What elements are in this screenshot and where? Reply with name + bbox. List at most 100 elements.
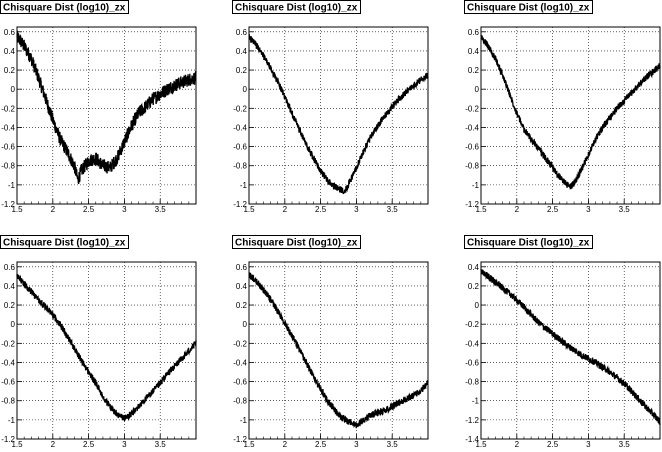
- plot-title: Chisquare Dist (log10)_zx: [467, 238, 590, 249]
- y-tick-label: 0.2: [468, 282, 480, 291]
- plot-title-box: [232, 235, 361, 249]
- y-tick-label: -1.2: [1, 435, 15, 444]
- y-tick-label: 0.6: [4, 263, 16, 272]
- x-tick-label: 1.5: [243, 205, 255, 214]
- y-tick-label: -0.8: [1, 162, 15, 171]
- x-tick-label: 1.5: [11, 440, 23, 449]
- x-tick-label: 3.5: [387, 205, 399, 214]
- y-tick-label: -0.8: [233, 162, 247, 171]
- plot-panel-1: Chisquare Dist (log10)_zx 1.5 2 2.5 3 3.5 -1.2…: [0, 0, 197, 214]
- y-tick-label: -1.2: [233, 200, 247, 209]
- x-tick-label: 2.5: [83, 205, 95, 214]
- y-tick-label: -0.2: [1, 339, 15, 348]
- plot-frame: [16, 261, 197, 440]
- plot-title-box: [232, 0, 361, 14]
- x-tick-label: 1.5: [475, 205, 487, 214]
- y-tick-label: -1: [240, 181, 248, 190]
- y-tick-label: -0.4: [1, 358, 15, 367]
- y-tick-label: -1: [472, 397, 480, 406]
- x-tick-label: 3.5: [155, 440, 167, 449]
- y-tick-label: -0.6: [1, 378, 15, 387]
- series-line: [248, 33, 429, 195]
- x-tick-label: 3.5: [155, 205, 167, 214]
- plot-frame: [248, 26, 429, 205]
- y-tick-label: 0.4: [468, 47, 480, 56]
- y-tick-label: 0.2: [4, 301, 16, 310]
- x-tick-label: 3: [122, 440, 127, 449]
- plot-title: Chisquare Dist (log10)_zx: [235, 3, 358, 14]
- y-tick-label: -0.4: [1, 123, 15, 132]
- y-tick-label: -0.2: [1, 104, 15, 113]
- y-tick-label: 0: [11, 85, 16, 94]
- y-tick-label: -0.6: [233, 378, 247, 387]
- x-tick-label: 3: [354, 205, 359, 214]
- y-tick-label: 0.4: [468, 263, 480, 272]
- y-tick-label: -1: [472, 181, 480, 190]
- plot-frame: [16, 26, 197, 205]
- plot-title-box: [0, 0, 129, 14]
- y-tick-label: 0.2: [236, 301, 248, 310]
- y-tick-label: 0: [11, 320, 16, 329]
- x-tick-label: 1.5: [475, 440, 487, 449]
- plot-title: Chisquare Dist (log10)_zx: [467, 3, 590, 14]
- plot-title-box: [0, 235, 129, 249]
- y-tick-label: 0.2: [4, 66, 16, 75]
- plot-panel-5: Chisquare Dist (log10)_zx 1.5 2 2.5 3 3.5 -1.2…: [232, 235, 429, 449]
- series-line: [480, 34, 661, 190]
- y-tick-label: -1.2: [1, 200, 15, 209]
- x-tick-label: 2: [515, 205, 520, 214]
- y-tick-label: 0.4: [4, 282, 16, 291]
- y-tick-label: -0.8: [465, 162, 479, 171]
- y-tick-label: 0.6: [236, 28, 248, 37]
- y-tick-label: -1.2: [465, 200, 479, 209]
- plot-panel-4: Chisquare Dist (log10)_zx 1.5 2 2.5 3 3.5 -1.2…: [0, 235, 197, 449]
- y-tick-label: 0.6: [236, 263, 248, 272]
- y-tick-label: -1.2: [233, 435, 247, 444]
- y-tick-label: -1: [8, 181, 16, 190]
- y-tick-label: -0.8: [465, 378, 479, 387]
- y-tick-label: -1.4: [465, 435, 479, 444]
- x-tick-label: 3.5: [387, 440, 399, 449]
- x-tick-label: 3: [122, 205, 127, 214]
- series-line: [248, 272, 429, 429]
- y-tick-label: 0.6: [4, 28, 16, 37]
- y-tick-label: -0.6: [233, 143, 247, 152]
- x-tick-label: 3.5: [619, 205, 631, 214]
- plot-frame: [480, 26, 661, 205]
- series-line: [480, 268, 661, 426]
- x-tick-label: 2: [51, 205, 56, 214]
- x-tick-label: 3: [354, 440, 359, 449]
- series-line: [16, 274, 197, 422]
- y-tick-label: -1.2: [465, 416, 479, 425]
- x-tick-label: 2.5: [315, 440, 327, 449]
- plot-title: Chisquare Dist (log10)_zx: [3, 238, 126, 249]
- plot-panel-3: Chisquare Dist (log10)_zx 1.5 2 2.5 3 3.5 -1.2…: [464, 0, 661, 214]
- y-tick-label: -0.4: [465, 339, 479, 348]
- y-tick-label: -0.8: [233, 397, 247, 406]
- plot-panel-2: Chisquare Dist (log10)_zx 1.5 2 2.5 3 3.5 -1.2…: [232, 0, 429, 214]
- plot-title: Chisquare Dist (log10)_zx: [235, 238, 358, 249]
- y-tick-label: -0.6: [1, 143, 15, 152]
- y-tick-label: -0.8: [1, 397, 15, 406]
- series-line: [16, 30, 197, 185]
- y-tick-label: -1: [8, 416, 16, 425]
- y-tick-label: -0.4: [233, 123, 247, 132]
- y-tick-label: 0: [243, 85, 248, 94]
- x-tick-label: 2.5: [83, 440, 95, 449]
- y-tick-label: 0.4: [236, 282, 248, 291]
- y-tick-label: 0: [475, 301, 480, 310]
- y-tick-label: -0.2: [465, 320, 479, 329]
- x-tick-label: 2.5: [547, 440, 559, 449]
- x-tick-label: 2.5: [315, 205, 327, 214]
- y-tick-label: -0.6: [465, 358, 479, 367]
- plot-title-box: [464, 0, 593, 14]
- x-tick-label: 1.5: [11, 205, 23, 214]
- y-tick-label: -0.4: [465, 123, 479, 132]
- x-tick-label: 2: [283, 440, 288, 449]
- y-tick-label: 0.4: [236, 47, 248, 56]
- x-tick-label: 2: [51, 440, 56, 449]
- y-tick-label: -1: [240, 416, 248, 425]
- x-tick-label: 3: [586, 440, 591, 449]
- y-tick-label: 0.4: [4, 47, 16, 56]
